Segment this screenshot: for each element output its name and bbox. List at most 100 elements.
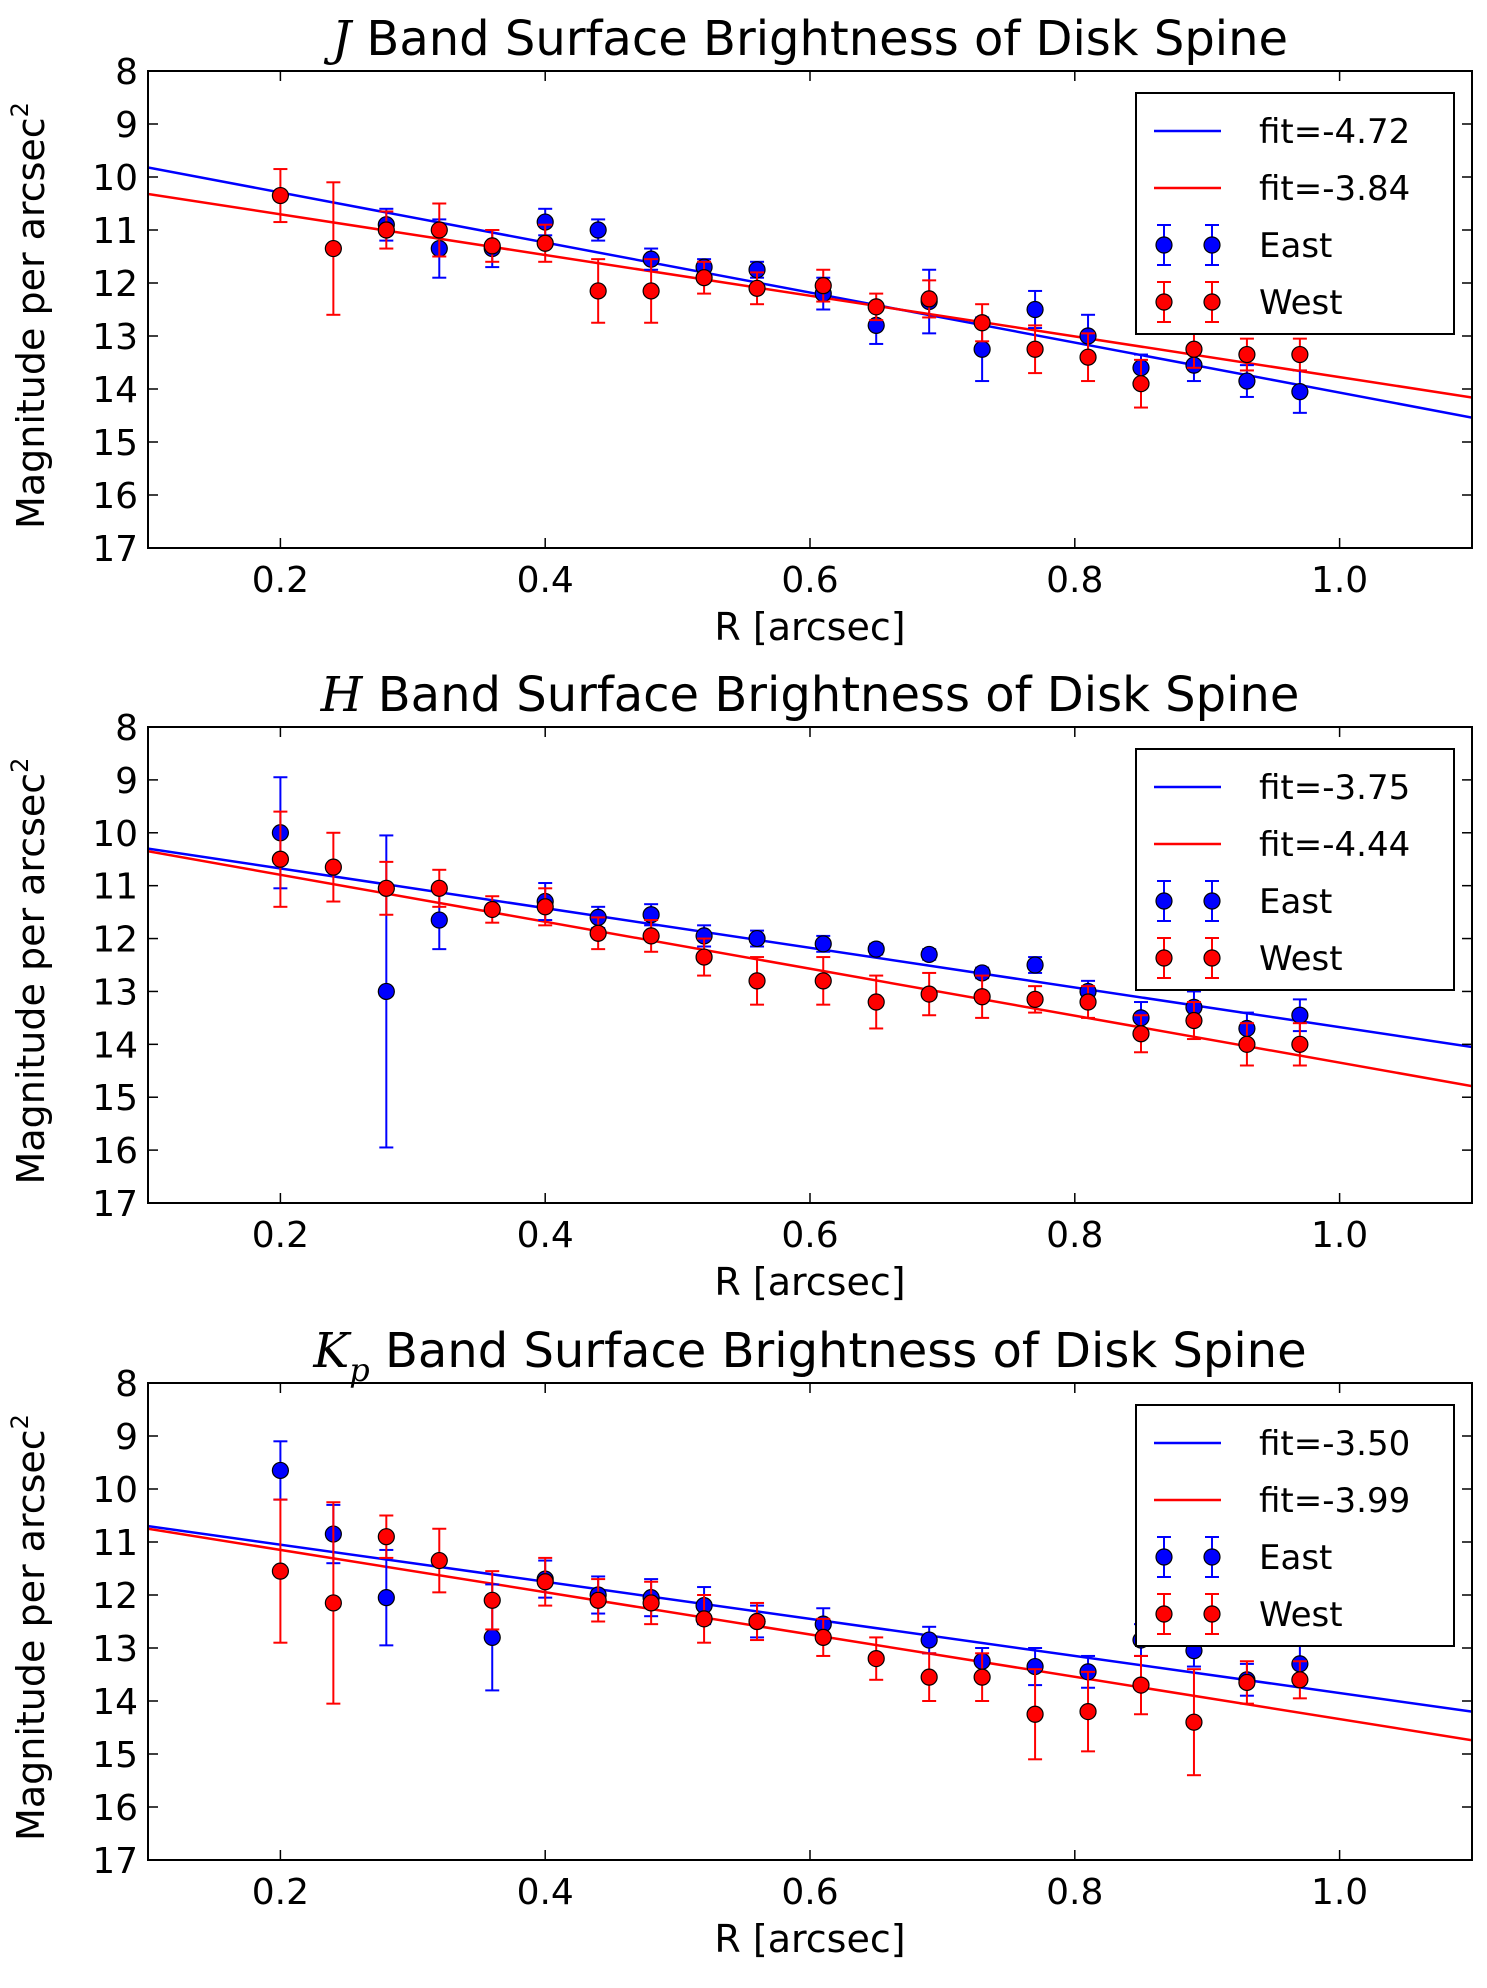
legend-label: fit=-3.50 (1259, 1424, 1410, 1464)
series-west (271, 810, 1309, 1067)
y-tick-label: 14 (92, 1025, 138, 1066)
y-tick-label: 17 (92, 529, 138, 570)
chart-title-text: Band Surface Brightness of Disk Spine (351, 11, 1288, 67)
plot-area (148, 1440, 1472, 1777)
series-west (271, 1498, 1309, 1777)
legend-marker (1203, 949, 1221, 967)
legend-box (1135, 1404, 1455, 1647)
legend-marker (1155, 949, 1173, 967)
data-point (1238, 1035, 1256, 1053)
chart-title-subscript: p (349, 1351, 369, 1389)
data-point (1079, 1702, 1097, 1721)
fit-line-ff0000 (148, 1527, 1472, 1742)
y-tick-label: 9 (115, 105, 138, 146)
x-tick-label: 0.6 (781, 1872, 838, 1913)
data-point (1291, 1671, 1309, 1689)
chart-title-text: Band Surface Brightness of Disk Spine (362, 667, 1299, 723)
data-point (483, 900, 501, 919)
data-point (1238, 345, 1256, 364)
x-tick-label: 0.8 (1046, 1872, 1103, 1913)
y-tick-label: 8 (115, 1364, 138, 1405)
legend-label: fit=-3.99 (1259, 1481, 1410, 1521)
legend-marker (1155, 1605, 1173, 1623)
chart-title: Kp Band Surface Brightness of Disk Spine (312, 1323, 1306, 1389)
x-tick-label: 0.2 (252, 1215, 309, 1256)
y-tick-label: 14 (92, 1682, 138, 1723)
data-point (1238, 1673, 1256, 1692)
data-point (1132, 375, 1150, 393)
legend-label: West (1259, 1595, 1343, 1635)
y-tick-label: 13 (92, 972, 138, 1013)
y-tick-label: 9 (115, 761, 138, 802)
legend-marker (1203, 236, 1221, 254)
chart-title-symbol: J (323, 11, 354, 67)
data-point (1132, 1676, 1150, 1694)
y-tick-label: 12 (92, 1576, 138, 1617)
y-tick-label: 10 (92, 1470, 138, 1511)
legend-box (1135, 748, 1455, 991)
y-tick-label: 17 (92, 1841, 138, 1882)
y-tick-label: 12 (92, 920, 138, 961)
data-point (867, 993, 885, 1011)
legend-label: East (1259, 882, 1332, 922)
y-tick-label: 15 (92, 1078, 138, 1119)
data-point (642, 927, 660, 945)
chart-panel-1: 0.2 0.4 0.6 0.8 1.0 8 9 10 11 12 13 14 15 16 17 R [arcs… (6, 11, 1473, 649)
legend-marker (1203, 1605, 1221, 1623)
x-tick-label: 0.8 (1046, 560, 1103, 601)
y-tick-label: 16 (92, 1131, 138, 1172)
y-tick-label: 13 (92, 1629, 138, 1670)
y-axis-label: Magnitude per arcsec2 (6, 102, 53, 529)
y-axis-label-superscript: 2 (6, 758, 34, 773)
data-point (642, 282, 660, 300)
legend: fit=-4.72 fit=-3.84 East West (1135, 92, 1455, 335)
x-tick-label: 0.2 (252, 560, 309, 601)
legend-label: fit=-3.75 (1259, 768, 1410, 808)
data-point (814, 277, 832, 295)
data-point (483, 237, 501, 255)
data-point (920, 985, 938, 1003)
data-point (814, 1628, 832, 1647)
data-point (377, 1528, 395, 1546)
data-point (695, 948, 713, 966)
legend-marker (1155, 1548, 1173, 1566)
data-point (536, 1573, 554, 1591)
y-tick-label: 10 (92, 158, 138, 199)
chart-title: H Band Surface Brightness of Disk Spine (320, 667, 1300, 723)
x-tick-label: 1.0 (1311, 1872, 1368, 1913)
x-tick-label: 0.8 (1046, 1215, 1103, 1256)
x-tick-label: 0.4 (517, 560, 574, 601)
legend-marker (1155, 293, 1173, 311)
data-point (867, 940, 885, 958)
legend-marker (1155, 236, 1173, 254)
y-tick-label: 13 (92, 317, 138, 358)
data-point (1026, 990, 1044, 1008)
y-tick-label: 15 (92, 1735, 138, 1776)
data-point (1026, 1705, 1044, 1723)
chart-panel-2: 0.2 0.4 0.6 0.8 1.0 8 9 10 11 12 13 14 15 16 17 R [arcs… (6, 667, 1473, 1304)
data-point (1185, 340, 1203, 358)
legend-label: East (1259, 226, 1332, 266)
legend-label: fit=-3.84 (1259, 169, 1410, 209)
data-point (1238, 372, 1256, 390)
legend-label: fit=-4.44 (1259, 825, 1410, 865)
data-point (536, 898, 554, 916)
y-tick-label: 16 (92, 1788, 138, 1829)
chart-title-text: Band Surface Brightness of Disk Spine (370, 1323, 1307, 1379)
data-point (271, 186, 289, 205)
legend-marker (1203, 1548, 1221, 1566)
data-point (483, 1628, 501, 1647)
y-tick-label: 8 (115, 708, 138, 749)
chart-title-symbol: K (312, 1323, 352, 1379)
y-tick-label: 15 (92, 423, 138, 464)
data-point (973, 314, 991, 332)
data-point (1026, 340, 1044, 358)
y-tick-label: 12 (92, 264, 138, 305)
fit-line-0000ff (148, 847, 1472, 1049)
legend: fit=-3.50 fit=-3.99 East West (1135, 1404, 1455, 1647)
y-axis-label-superscript: 2 (6, 102, 34, 117)
data-point (814, 935, 832, 953)
legend-marker (1203, 293, 1221, 311)
y-tick-label: 11 (92, 867, 138, 908)
